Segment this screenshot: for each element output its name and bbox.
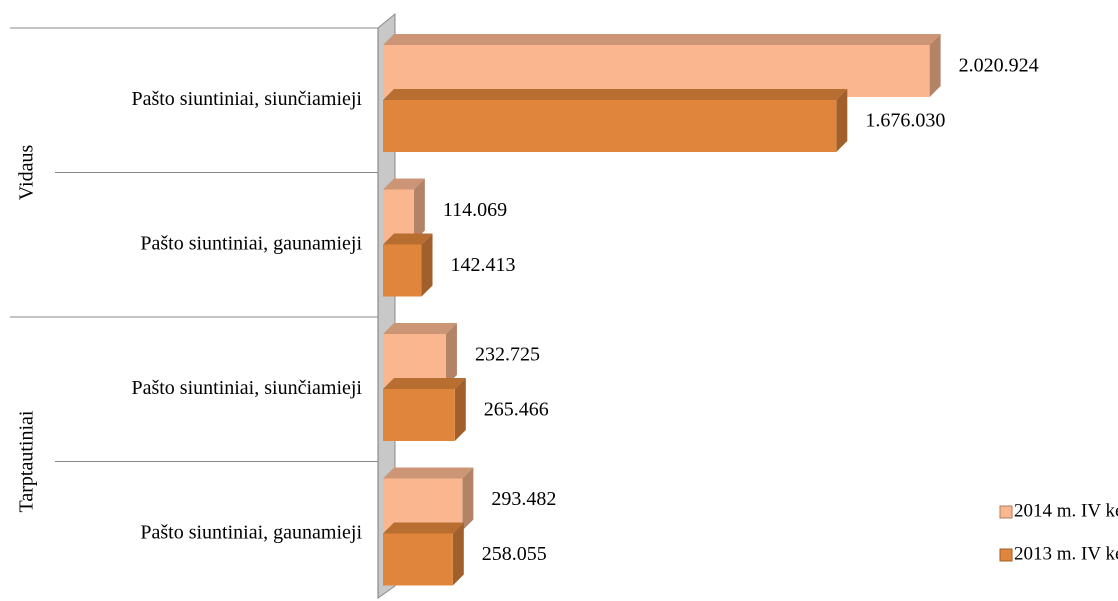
bar <box>383 244 422 297</box>
bar <box>383 100 837 152</box>
category-label: Pašto siuntiniai, gaunamieji <box>140 521 362 543</box>
legend-swatch <box>999 505 1013 519</box>
value-label: 1.676.030 <box>865 110 945 132</box>
group-label: Vidaus <box>16 145 38 201</box>
bar-side <box>413 178 425 242</box>
value-label: 265.466 <box>484 399 549 421</box>
bar-top <box>383 522 464 534</box>
legend-swatch <box>999 548 1013 562</box>
bar-side <box>445 323 457 386</box>
legend-text: 2013 m. IV ketv. <box>1014 543 1118 564</box>
group-label: Tarptautiniai <box>16 410 38 512</box>
value-label: 258.055 <box>482 543 547 565</box>
bar <box>383 189 414 242</box>
bar-side <box>454 378 466 441</box>
value-label: 114.069 <box>443 199 507 221</box>
bar-top <box>383 178 425 190</box>
value-label: 293.482 <box>491 488 556 510</box>
value-label: 232.725 <box>475 344 540 366</box>
bar-side <box>929 34 941 97</box>
bar-side <box>421 233 433 297</box>
bar-top <box>383 34 941 45</box>
bar-top <box>383 323 457 334</box>
value-label: 142.413 <box>451 254 516 276</box>
category-label: Pašto siuntiniai, gaunamieji <box>140 232 362 254</box>
bar <box>383 389 455 441</box>
bar-side <box>836 89 848 152</box>
legend-text: 2014 m. IV ketv. <box>1014 500 1118 521</box>
bar <box>383 45 930 97</box>
category-label: Pašto siuntiniai, siunčiamieji <box>131 377 362 399</box>
value-label: 2.020.924 <box>959 55 1039 77</box>
bar-side <box>462 467 474 531</box>
bar <box>383 533 453 586</box>
bar-top <box>383 233 433 245</box>
bar-top <box>383 378 466 389</box>
bar <box>383 478 463 531</box>
bar-side <box>452 522 464 586</box>
category-label: Pašto siuntiniai, siunčiamieji <box>131 88 362 110</box>
bar-top <box>383 89 848 100</box>
bar <box>383 334 446 386</box>
bar-top <box>383 467 474 479</box>
